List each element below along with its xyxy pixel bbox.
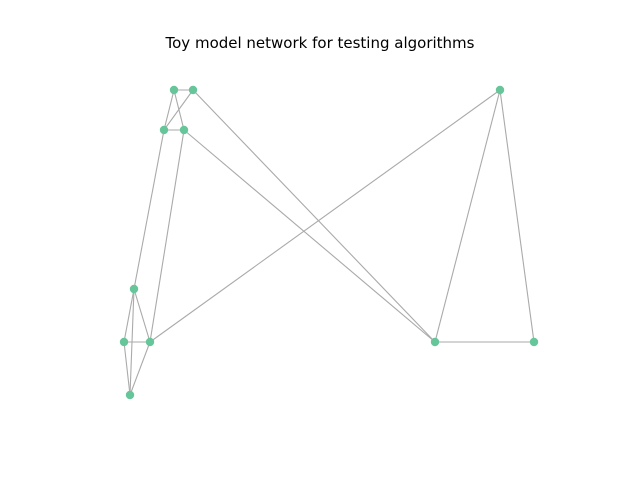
edge-n6-n8 (123, 341, 131, 396)
edges-layer (123, 89, 535, 396)
edge-n7-n10 (149, 89, 501, 343)
node-n7 (145, 337, 155, 347)
edge-n3-n5 (133, 129, 165, 290)
nodes-layer (119, 85, 539, 400)
edge-n4-n9 (183, 129, 436, 343)
edge-n5-n6 (123, 288, 135, 343)
figure-title: Toy model network for testing algorithms (165, 34, 475, 52)
node-n6 (119, 337, 129, 347)
node-n2 (188, 85, 198, 95)
edge-n9-n10 (434, 89, 501, 343)
node-n8 (125, 390, 135, 400)
node-n5 (129, 284, 139, 294)
edge-n2-n3 (163, 89, 194, 131)
edge-n4-n7 (149, 129, 185, 343)
edge-n10-n11 (499, 89, 535, 343)
node-n3 (159, 125, 169, 135)
node-n1 (169, 85, 179, 95)
node-n11 (529, 337, 539, 347)
edge-n5-n7 (133, 288, 151, 343)
edge-n7-n8 (129, 341, 151, 396)
node-n10 (495, 85, 505, 95)
node-n4 (179, 125, 189, 135)
edge-n1-n3 (163, 89, 175, 131)
edge-n2-n9 (192, 89, 436, 343)
node-n9 (430, 337, 440, 347)
